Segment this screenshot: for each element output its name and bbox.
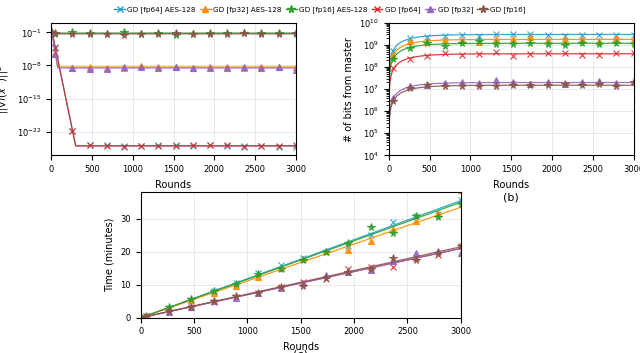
Y-axis label: $||\nabla f(x^*)||^2$: $||\nabla f(x^*)||^2$ xyxy=(0,65,12,114)
Y-axis label: # of bits from master: # of bits from master xyxy=(344,37,354,142)
Text: (b): (b) xyxy=(504,192,519,202)
X-axis label: Rounds: Rounds xyxy=(283,342,319,352)
X-axis label: Rounds: Rounds xyxy=(156,180,191,190)
Text: (c): (c) xyxy=(293,350,308,353)
Text: (a): (a) xyxy=(166,192,181,202)
Legend: GD [fp64] AES-128, GD [fp32] AES-128, GD [fp16] AES-128, GD [fp64], GD [fp32], G: GD [fp64] AES-128, GD [fp32] AES-128, GD… xyxy=(111,4,529,16)
Y-axis label: Time (minutes): Time (minutes) xyxy=(105,218,115,292)
X-axis label: Rounds: Rounds xyxy=(493,180,529,190)
